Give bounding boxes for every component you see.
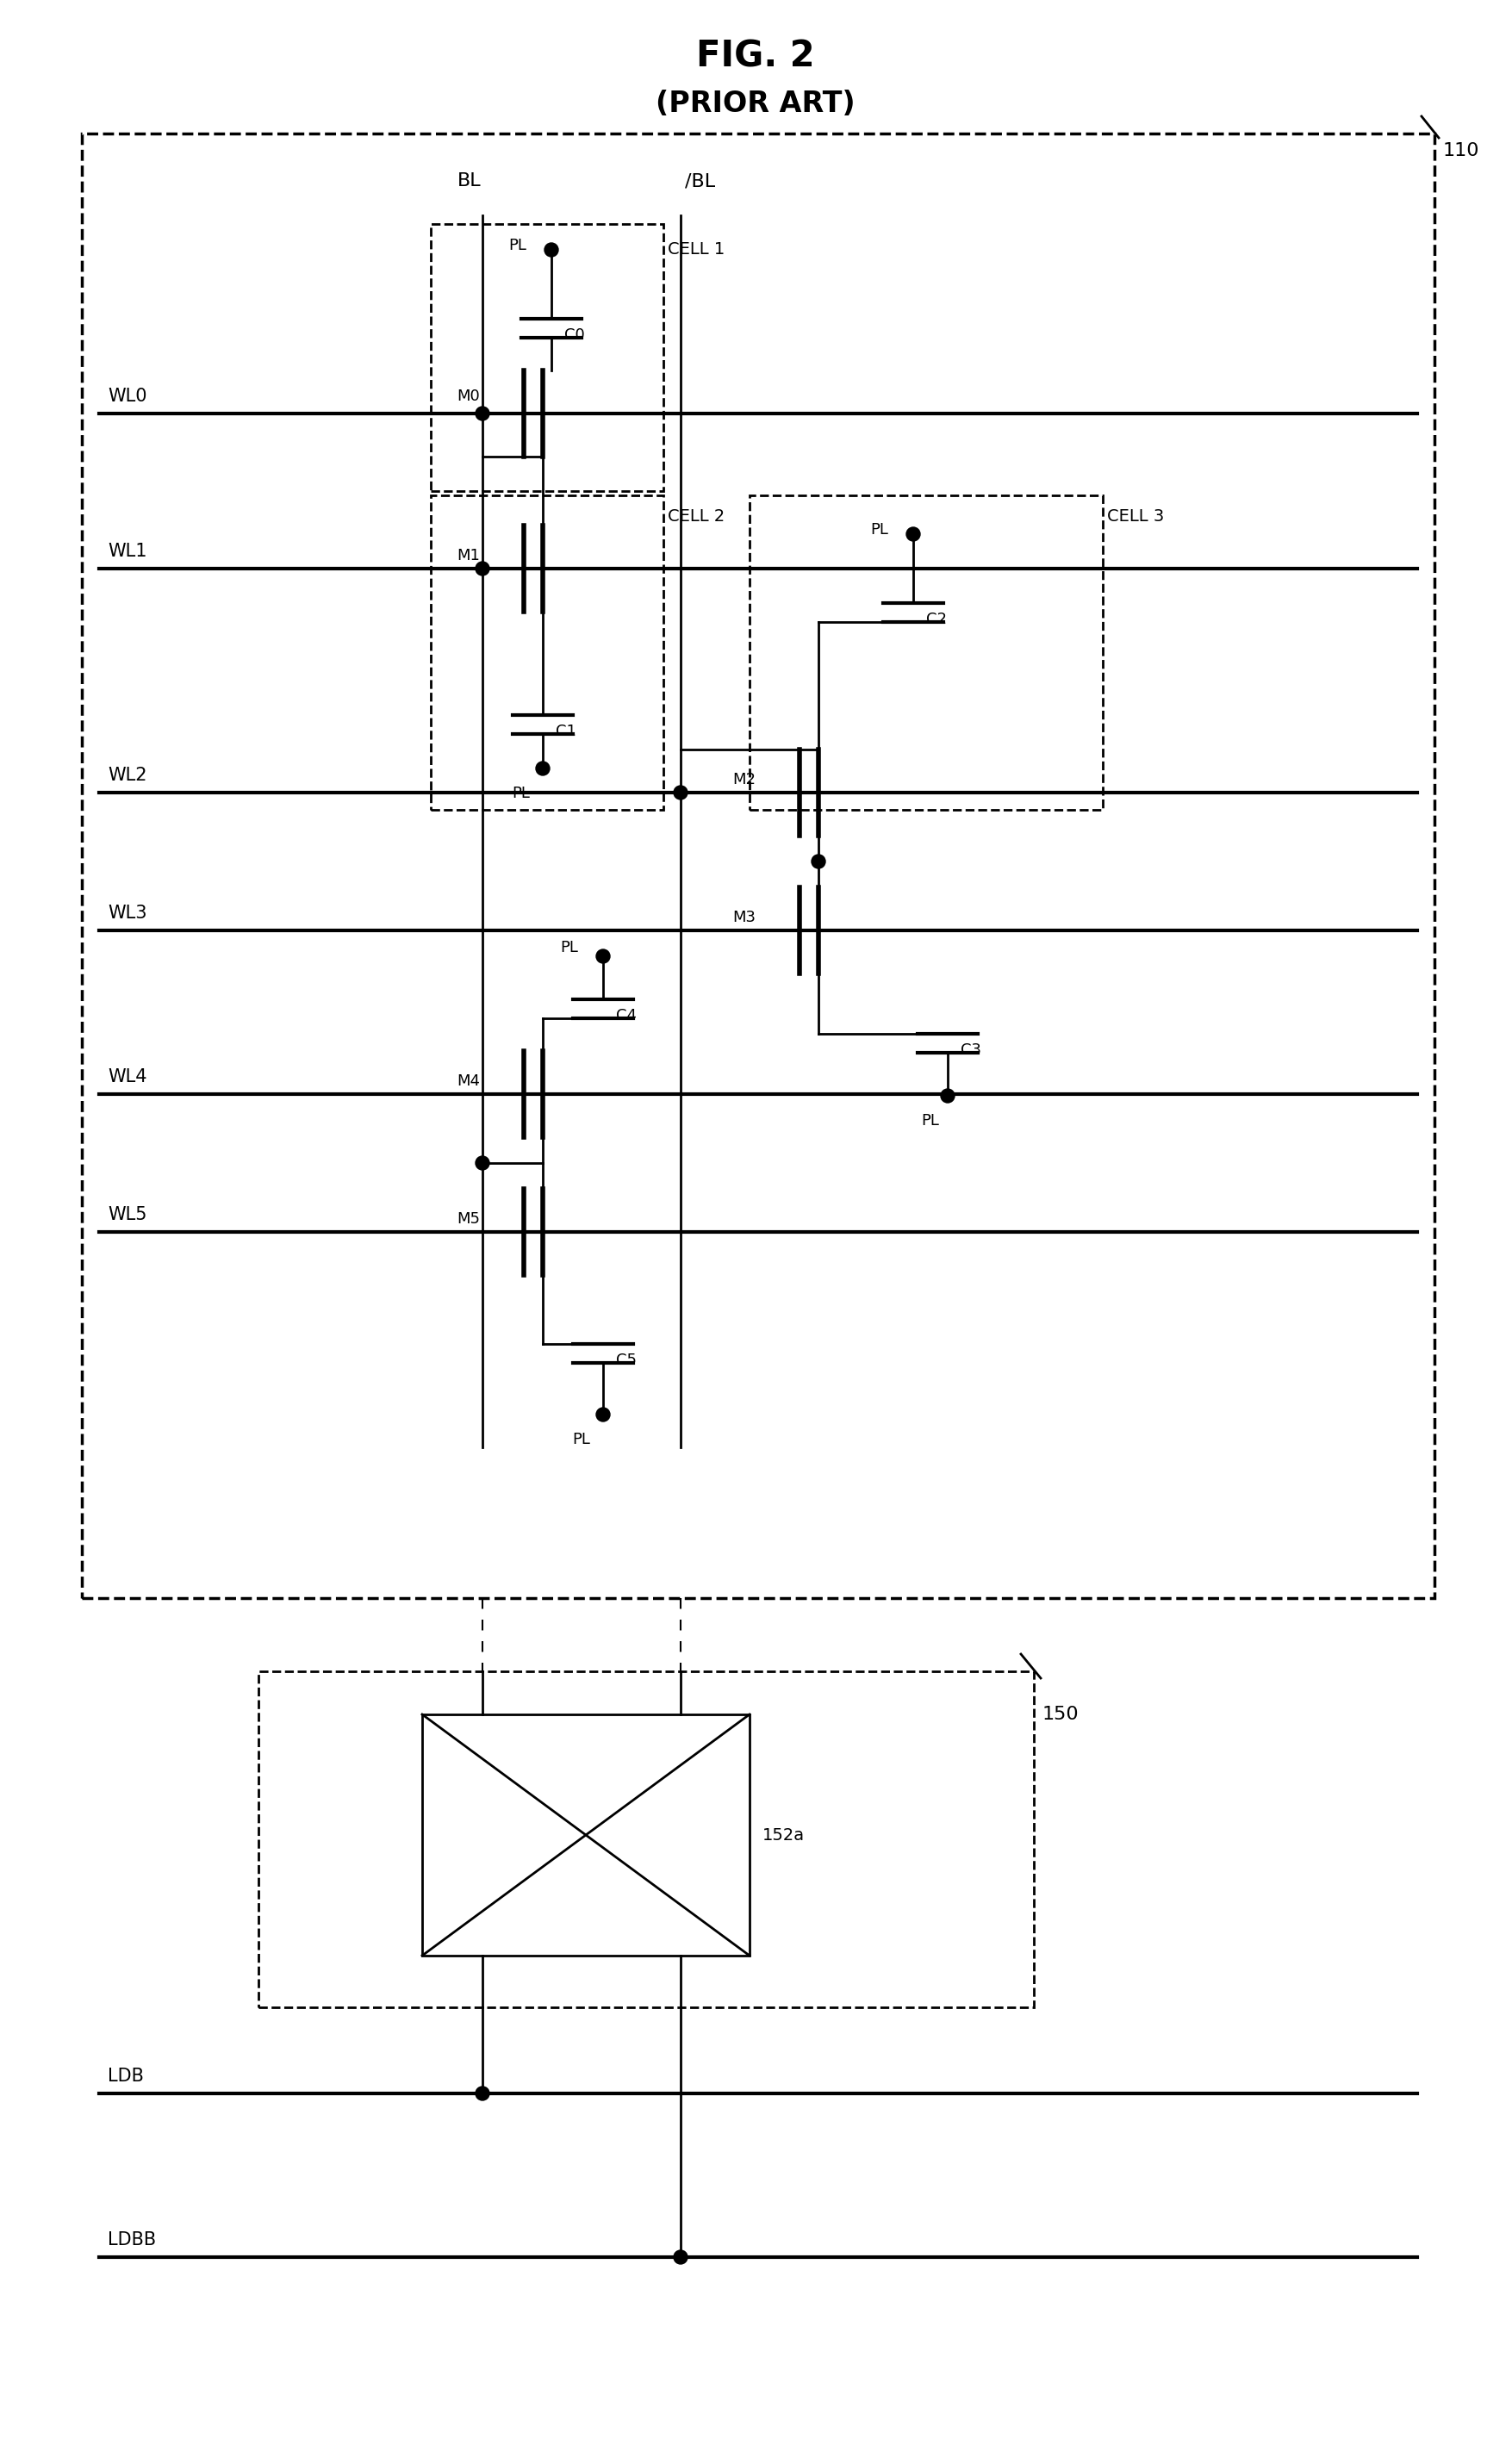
- Bar: [259, 1671, 1034, 2007]
- Text: (PRIOR ART): (PRIOR ART): [656, 88, 856, 118]
- Text: BL: BL: [458, 172, 481, 189]
- Text: M0: M0: [457, 388, 479, 403]
- Text: C2: C2: [927, 612, 947, 627]
- Text: PL: PL: [921, 1113, 939, 1128]
- Text: /BL: /BL: [685, 172, 715, 189]
- Text: PL: PL: [573, 1432, 591, 1447]
- Circle shape: [674, 2251, 688, 2263]
- Circle shape: [596, 948, 609, 963]
- Text: C1: C1: [556, 725, 576, 740]
- Text: FIG. 2: FIG. 2: [697, 37, 815, 74]
- Text: WL0: WL0: [107, 388, 147, 405]
- Bar: [422, 1715, 750, 1956]
- Text: WL4: WL4: [107, 1069, 147, 1086]
- Circle shape: [476, 2086, 490, 2101]
- Text: LDBB: LDBB: [107, 2231, 156, 2248]
- Text: M5: M5: [457, 1211, 479, 1226]
- Circle shape: [476, 1157, 490, 1170]
- Text: M2: M2: [732, 771, 756, 786]
- Text: C4: C4: [615, 1007, 637, 1025]
- Circle shape: [812, 855, 826, 867]
- Circle shape: [535, 762, 550, 776]
- Circle shape: [906, 528, 921, 541]
- Text: 152a: 152a: [762, 1828, 804, 1843]
- Text: M1: M1: [457, 548, 479, 563]
- Text: PL: PL: [869, 521, 888, 538]
- Text: C0: C0: [564, 327, 585, 344]
- Bar: [82, 133, 1435, 1597]
- Circle shape: [940, 1088, 954, 1103]
- Text: WL5: WL5: [107, 1206, 147, 1224]
- Text: C3: C3: [960, 1042, 981, 1059]
- Text: 150: 150: [1042, 1705, 1080, 1722]
- Text: WL2: WL2: [107, 767, 147, 784]
- Text: M4: M4: [457, 1074, 479, 1088]
- Text: WL1: WL1: [107, 543, 147, 560]
- Bar: [431, 224, 664, 491]
- Circle shape: [596, 1408, 609, 1423]
- Text: 110: 110: [1442, 143, 1480, 160]
- Text: LDB: LDB: [107, 2069, 144, 2086]
- Circle shape: [544, 243, 558, 256]
- Text: PL: PL: [513, 786, 531, 801]
- Text: PL: PL: [508, 238, 526, 253]
- Bar: [750, 496, 1102, 811]
- Text: M3: M3: [732, 909, 756, 926]
- Text: PL: PL: [559, 941, 578, 956]
- Circle shape: [674, 786, 688, 799]
- Circle shape: [476, 405, 490, 420]
- Text: CELL 3: CELL 3: [1107, 509, 1164, 526]
- Text: C5: C5: [615, 1351, 637, 1369]
- Circle shape: [476, 563, 490, 575]
- Text: CELL 1: CELL 1: [668, 241, 724, 258]
- Bar: [431, 496, 664, 811]
- Text: WL3: WL3: [107, 904, 147, 921]
- Text: CELL 2: CELL 2: [668, 509, 724, 526]
